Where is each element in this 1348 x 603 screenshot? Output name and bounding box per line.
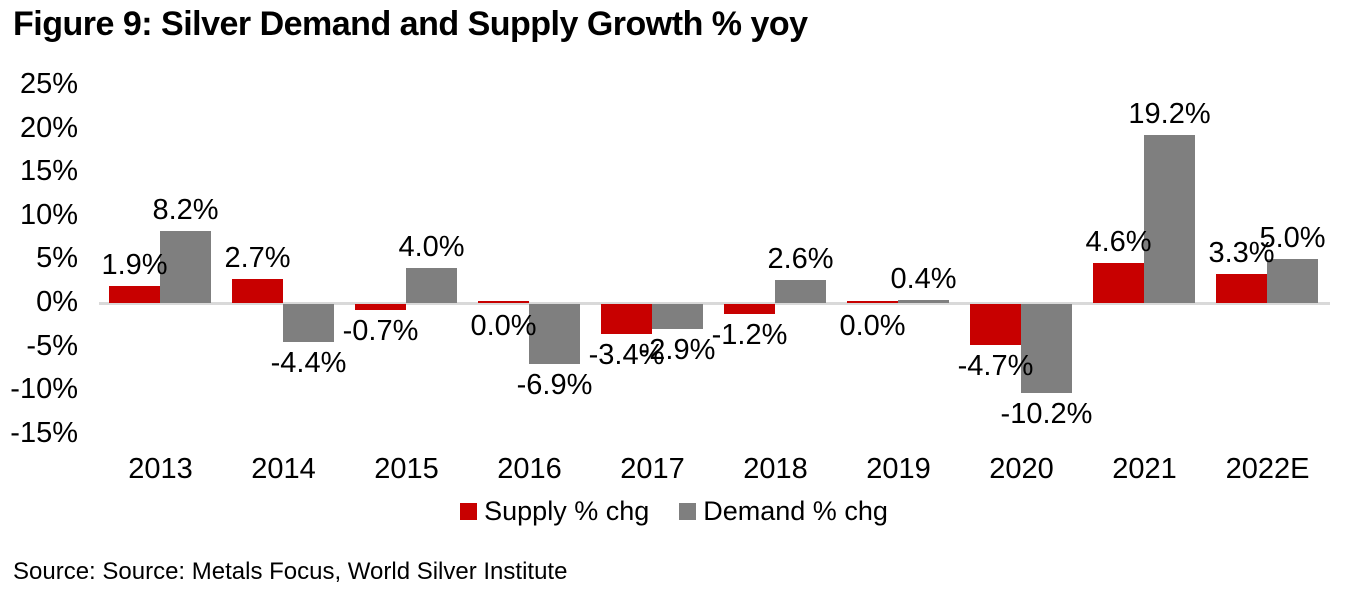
bar-supply-2018 xyxy=(724,304,775,314)
legend-label-demand: Demand % chg xyxy=(703,496,888,526)
zero-axis-line xyxy=(99,302,1330,305)
data-label-supply-2017: -3.4% xyxy=(588,339,665,371)
bar-demand-2018 xyxy=(775,280,826,303)
x-tick-2018: 2018 xyxy=(743,453,808,485)
y-tick--10%: -10% xyxy=(10,373,78,406)
data-label-demand-2021: 19.2% xyxy=(1128,98,1211,130)
data-label-supply-2014: 2.7% xyxy=(224,242,291,274)
bar-supply-2013 xyxy=(109,286,160,303)
data-label-supply-2018: -1.2% xyxy=(711,319,788,351)
bar-demand-2017 xyxy=(652,304,703,329)
bar-demand-2021 xyxy=(1144,135,1195,303)
data-label-demand-2013: 8.2% xyxy=(152,194,219,226)
data-label-demand-2017: -2.9% xyxy=(639,334,716,366)
bar-demand-2014 xyxy=(283,304,334,342)
bar-demand-2022E xyxy=(1267,259,1318,303)
data-label-supply-2013: 1.9% xyxy=(101,249,168,281)
bar-supply-2017 xyxy=(601,304,652,334)
data-label-supply-2020: -4.7% xyxy=(957,350,1034,382)
data-label-demand-2022E: 5.0% xyxy=(1259,222,1326,254)
y-tick-25%: 25% xyxy=(19,67,78,100)
data-label-supply-2015: -0.7% xyxy=(342,315,419,347)
x-tick-2017: 2017 xyxy=(620,453,685,485)
bar-supply-2016 xyxy=(478,301,529,303)
y-tick-15%: 15% xyxy=(19,155,78,188)
y-tick--5%: -5% xyxy=(26,329,78,362)
legend-item-supply: Supply % chg xyxy=(460,496,649,527)
x-tick-2021: 2021 xyxy=(1112,453,1177,485)
bar-supply-2019 xyxy=(847,301,898,303)
source-note: Source: Source: Metals Focus, World Silv… xyxy=(13,558,568,585)
data-label-demand-2014: -4.4% xyxy=(270,347,347,379)
bar-demand-2015 xyxy=(406,268,457,303)
x-tick-2013: 2013 xyxy=(128,453,193,485)
y-tick-0%: 0% xyxy=(36,286,78,318)
x-tick-2022E: 2022E xyxy=(1225,453,1310,485)
x-tick-2019: 2019 xyxy=(866,453,931,485)
data-label-supply-2022E: 3.3% xyxy=(1208,237,1275,269)
bar-demand-2013 xyxy=(160,231,211,303)
bar-supply-2020 xyxy=(970,304,1021,345)
x-tick-2020: 2020 xyxy=(989,453,1054,485)
data-label-supply-2021: 4.6% xyxy=(1085,226,1152,258)
legend-label-supply: Supply % chg xyxy=(484,496,650,526)
data-label-demand-2018: 2.6% xyxy=(767,243,834,275)
bar-demand-2019 xyxy=(898,300,949,303)
data-label-demand-2015: 4.0% xyxy=(398,231,465,263)
data-label-demand-2019: 0.4% xyxy=(890,263,957,295)
x-tick-2016: 2016 xyxy=(497,453,562,485)
y-tick-5%: 5% xyxy=(36,242,78,275)
y-tick-20%: 20% xyxy=(19,111,78,144)
bar-supply-2015 xyxy=(355,304,406,310)
data-label-supply-2019: 0.0% xyxy=(839,310,906,342)
figure-title: Figure 9: Silver Demand and Supply Growt… xyxy=(13,5,808,43)
bar-supply-2014 xyxy=(232,279,283,303)
x-tick-2015: 2015 xyxy=(374,453,439,485)
chart-legend: Supply % chg Demand % chg xyxy=(0,496,1348,527)
x-tick-2014: 2014 xyxy=(251,453,316,485)
legend-item-demand: Demand % chg xyxy=(679,496,888,527)
legend-swatch-icon-demand xyxy=(679,503,697,520)
bar-supply-2021 xyxy=(1093,263,1144,303)
bar-supply-2022E xyxy=(1216,274,1267,303)
y-tick-10%: 10% xyxy=(19,198,78,231)
legend-swatch-icon-supply xyxy=(460,503,478,520)
data-label-demand-2016: -6.9% xyxy=(516,369,593,401)
y-tick--15%: -15% xyxy=(10,416,78,449)
data-label-supply-2016: 0.0% xyxy=(470,310,537,342)
bar-demand-2020 xyxy=(1021,304,1072,393)
bar-demand-2016 xyxy=(529,304,580,364)
data-label-demand-2020: -10.2% xyxy=(1000,398,1093,430)
